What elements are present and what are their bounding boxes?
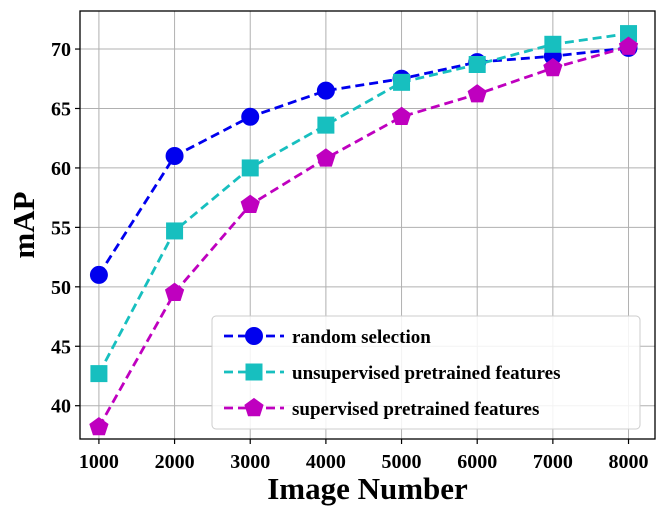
data-point: [316, 148, 336, 167]
series-1: [90, 25, 638, 383]
series-line: [97, 46, 629, 276]
legend-item: unsupervised pretrained features: [224, 363, 560, 384]
x-tick-label: 8000: [609, 451, 649, 473]
x-tick-label: 1000: [79, 451, 119, 473]
x-tick-label: 2000: [155, 451, 195, 473]
y-axis: 40 45 50 55 60 65 70: [51, 39, 80, 418]
data-point: [90, 365, 108, 383]
y-tick-label: 65: [51, 98, 71, 120]
y-tick-label: 40: [51, 396, 71, 418]
data-point: [164, 282, 185, 301]
legend-box: [211, 315, 641, 430]
legend-marker: [245, 363, 263, 381]
data-point: [468, 56, 486, 73]
legend-marker: [245, 327, 263, 345]
y-tick-label: 60: [51, 158, 71, 180]
y-tick-label: 50: [51, 277, 71, 299]
data-point: [467, 84, 487, 103]
data-point: [241, 159, 259, 177]
legend-item: random selection: [224, 327, 431, 348]
x-axis-label: Image Number: [267, 471, 468, 506]
legend-label: unsupervised pretrained features: [292, 363, 560, 384]
y-tick-label: 70: [51, 39, 71, 61]
series-line: [97, 32, 629, 375]
data-point: [89, 416, 109, 436]
legend-marker: [244, 397, 264, 417]
x-tick-label: 6000: [457, 451, 497, 473]
legend: random selection unsupervised pretrained …: [211, 315, 641, 430]
data-point: [166, 222, 184, 240]
series-line: [97, 45, 629, 428]
x-tick-label: 3000: [230, 451, 270, 473]
data-point: [618, 36, 639, 55]
y-axis-label: mAP: [6, 191, 41, 258]
data-point: [317, 116, 335, 134]
data-point: [240, 194, 260, 213]
y-tick-label: 55: [51, 217, 71, 239]
y-tick-label: 45: [51, 336, 71, 358]
x-tick-label: 7000: [533, 451, 573, 473]
series-2: [89, 36, 639, 436]
data-point: [391, 106, 412, 125]
data-point: [316, 81, 335, 100]
data-point: [89, 265, 108, 284]
x-tick-label: 4000: [306, 451, 346, 473]
data-point: [544, 35, 562, 53]
data-point: [165, 147, 184, 166]
x-axis: 1000 2000 3000 4000 5000 6000 7000 8000: [79, 439, 649, 473]
legend-label: supervised pretrained features: [292, 399, 539, 420]
data-point: [543, 57, 563, 77]
series-layer: [89, 25, 639, 436]
x-tick-label: 5000: [382, 451, 422, 473]
legend-label: random selection: [292, 327, 431, 348]
legend-item: supervised pretrained features: [224, 397, 539, 420]
data-point: [393, 73, 411, 91]
data-point: [241, 107, 260, 126]
plot-frame: [79, 10, 656, 440]
